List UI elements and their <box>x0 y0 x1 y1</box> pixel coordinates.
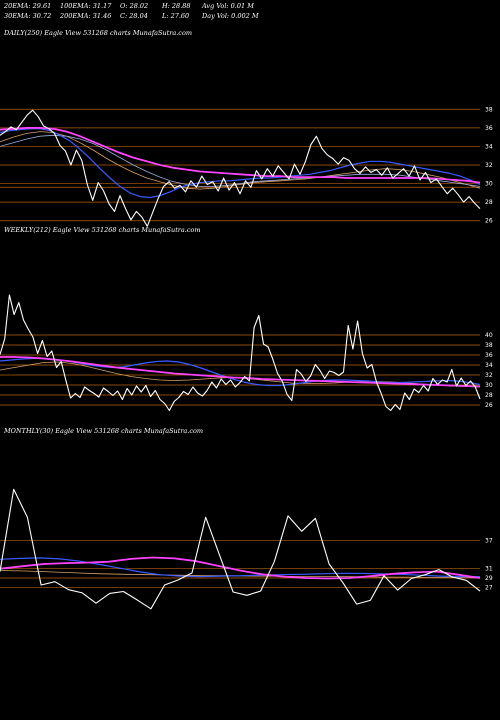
series-line-2 <box>0 127 481 184</box>
header-close: C: 28.04 <box>120 12 148 20</box>
header-100ema: 100EMA: 31.17 <box>60 2 112 10</box>
header-30ema: 30EMA: 30.72 <box>4 12 52 20</box>
y-tick-label: 38 <box>485 342 493 349</box>
daily-panel-title: DAILY(250) Eagle View 531268 charts Muna… <box>4 29 193 37</box>
series-line-1 <box>0 557 480 578</box>
y-tick-label: 27 <box>485 584 493 591</box>
series-line-1 <box>0 357 481 387</box>
series-line-4 <box>0 134 481 187</box>
panel-0: 38 36 34 32 30 28 26 <box>0 106 493 227</box>
y-tick-label: 38 <box>485 106 493 113</box>
y-tick-label: 26 <box>485 402 493 409</box>
y-tick-label: 30 <box>485 181 493 188</box>
y-tick-label: 36 <box>485 125 493 132</box>
series-line-0 <box>0 294 481 412</box>
y-tick-label: 34 <box>485 143 493 150</box>
series-line-2 <box>0 556 481 580</box>
series-line-1 <box>0 128 481 199</box>
weekly-panel-title: WEEKLY(212) Eagle View 531268 charts Mun… <box>4 226 201 234</box>
y-tick-label: 37 <box>485 538 493 545</box>
y-tick-label: 28 <box>485 199 493 206</box>
y-tick-label: 31 <box>485 566 493 573</box>
series-line-0 <box>0 109 481 227</box>
header-200ema: 200EMA: 31.46 <box>60 12 112 20</box>
y-tick-label: 34 <box>485 362 493 369</box>
y-tick-label: 30 <box>485 382 493 389</box>
series-line-3 <box>0 131 481 190</box>
header-day-vol: Day Vol: 0.002 M <box>202 12 259 20</box>
header-avg-vol: Avg Vol: 0.01 M <box>202 2 254 10</box>
panel-2: 37 31 29 27 <box>0 488 493 610</box>
series-line-2 <box>0 356 481 388</box>
y-tick-label: 26 <box>485 218 493 225</box>
y-tick-label: 29 <box>485 575 493 582</box>
monthly-panel-title: MONTHLY(30) Eagle View 531268 charts Mun… <box>4 427 204 435</box>
y-tick-label: 40 <box>485 332 493 339</box>
panel-1: 40 38 36 34 32 30 28 26 <box>0 294 493 412</box>
header-low: L: 27.60 <box>162 12 190 20</box>
y-tick-label: 36 <box>485 352 493 359</box>
series-line-0 <box>0 488 481 610</box>
header-high: H: 28.88 <box>162 2 191 10</box>
header-open: O: 28.02 <box>120 2 149 10</box>
y-tick-label: 32 <box>485 372 493 379</box>
header-20ema: 20EMA: 29.61 <box>4 2 52 10</box>
y-tick-label: 28 <box>485 392 493 399</box>
y-tick-label: 32 <box>485 162 493 169</box>
